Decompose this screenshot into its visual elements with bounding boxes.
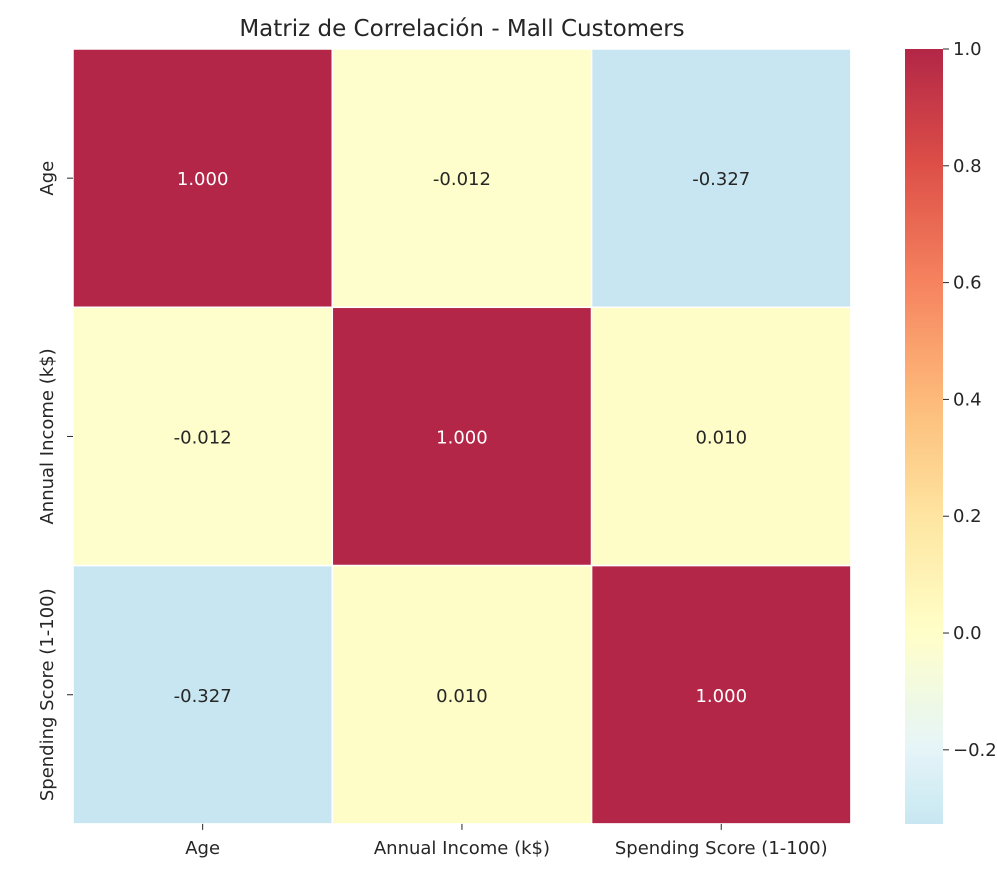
x-tick-label: Annual Income (k$): [374, 838, 550, 859]
heatmap-cell: [331, 564, 593, 825]
colorbar-tick-label: 1.0: [953, 39, 982, 60]
colorbar-gradient: [905, 49, 943, 824]
colorbar-tick-label: 0.6: [953, 273, 982, 294]
colorbar-tick-label: 0.0: [953, 623, 982, 644]
y-axis: Age Annual Income (k$) Spending Score (1-1…: [37, 161, 73, 801]
x-tick-label: Spending Score (1-100): [615, 838, 828, 859]
colorbar: 1.0 0.8 0.6 0.4 0.2 0.0 −0.2: [905, 39, 997, 824]
heatmap-cell: [590, 48, 852, 309]
x-axis: Age Annual Income (k$) Spending Score (1-1…: [185, 823, 828, 859]
cell-annotation: -0.327: [692, 169, 750, 190]
cell-annotation: -0.012: [433, 169, 491, 190]
heatmap-cell: [590, 306, 852, 567]
colorbar-tick-label: 0.8: [953, 156, 982, 177]
cell-annotation: -0.327: [174, 686, 232, 707]
heatmap-cell: [331, 306, 593, 567]
heatmap-cell: [331, 48, 593, 309]
heatmap-cell: [72, 48, 334, 309]
cell-annotation: 1.000: [436, 427, 488, 448]
cell-annotation: 0.010: [436, 686, 488, 707]
cell-annotation: -0.012: [174, 427, 232, 448]
chart-title: Matriz de Correlación - Mall Customers: [239, 16, 684, 42]
cell-annotation: 1.000: [177, 169, 229, 190]
cell-annotation: 0.010: [695, 427, 747, 448]
heatmap-cell: [72, 564, 334, 825]
heatmap-cells: [72, 48, 852, 825]
colorbar-tick-label: 0.4: [953, 389, 982, 410]
colorbar-tick-label: 0.2: [953, 506, 982, 527]
heatmap-cell: [590, 564, 852, 825]
cell-annotation: 1.000: [695, 686, 747, 707]
heatmap-cell: [72, 306, 334, 567]
heatmap-annotations: 1.000 -0.012 -0.327 -0.012 1.000 0.010 -0.327 0…: [174, 169, 751, 707]
y-tick-label: Annual Income (k$): [37, 348, 58, 524]
y-tick-label: Age: [37, 161, 58, 196]
y-tick-label: Spending Score (1-100): [37, 588, 58, 801]
colorbar-tick-label: −0.2: [953, 740, 997, 761]
x-tick-label: Age: [185, 838, 220, 859]
